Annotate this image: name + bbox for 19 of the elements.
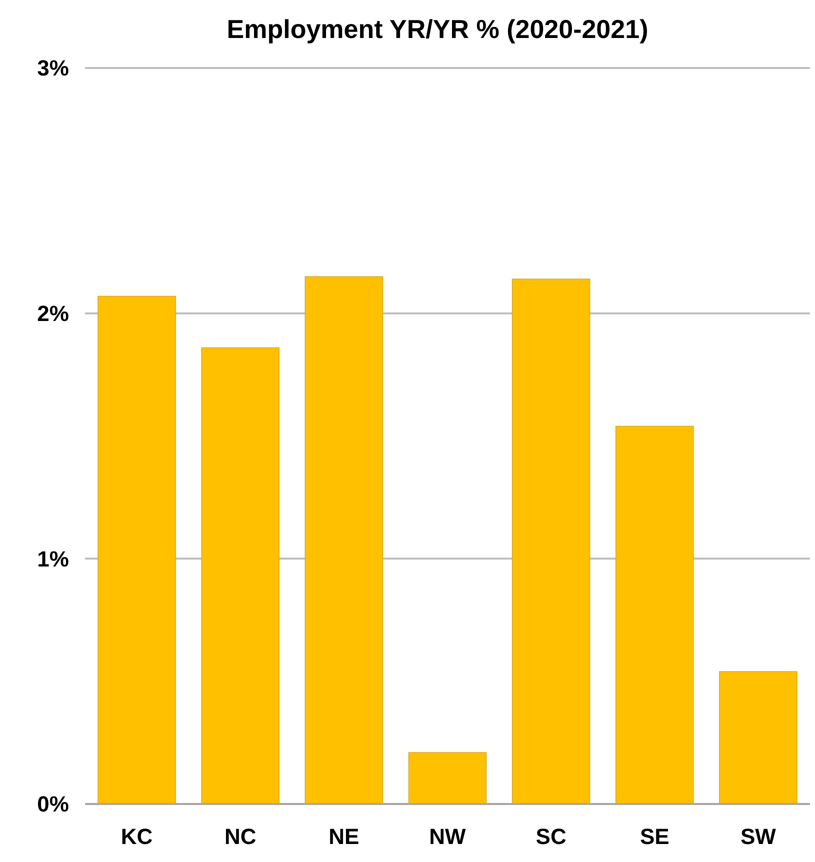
bar bbox=[512, 278, 590, 804]
y-tick-label: 0% bbox=[37, 792, 69, 817]
bar bbox=[616, 426, 694, 804]
bar bbox=[408, 752, 487, 804]
x-tick-label: SW bbox=[740, 824, 776, 849]
chart-title: Employment YR/YR % (2020-2021) bbox=[226, 14, 648, 44]
x-tick-label: NC bbox=[224, 824, 256, 849]
x-tick-label: NE bbox=[328, 824, 360, 849]
bar bbox=[98, 296, 176, 804]
y-tick-label: 2% bbox=[37, 301, 69, 326]
bar bbox=[719, 671, 798, 804]
x-tick-label: SE bbox=[640, 824, 670, 849]
y-tick-label: 1% bbox=[37, 546, 69, 572]
x-tick-label: SC bbox=[536, 824, 566, 849]
y-tick-label: 3% bbox=[37, 56, 69, 81]
bar bbox=[201, 347, 280, 804]
bar bbox=[304, 276, 384, 804]
x-tick-label: NW bbox=[429, 824, 466, 849]
x-tick-label: KC bbox=[120, 824, 153, 849]
